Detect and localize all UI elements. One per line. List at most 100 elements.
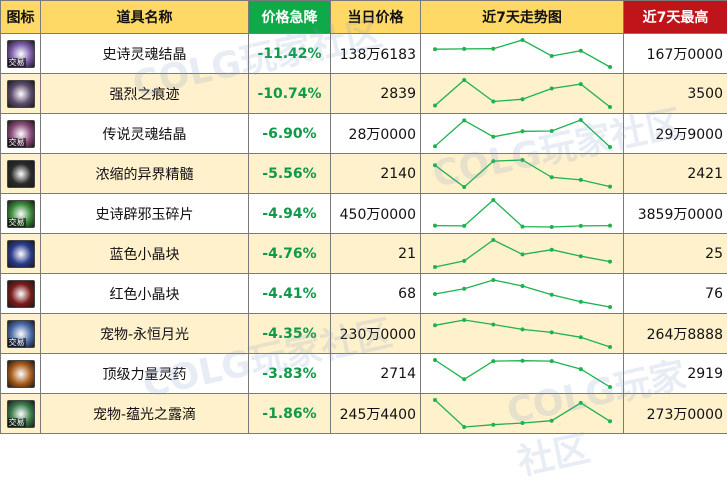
current-price: 68 bbox=[331, 274, 421, 314]
trend-point bbox=[462, 377, 466, 381]
trend-point bbox=[462, 224, 466, 228]
trend-point bbox=[550, 54, 554, 58]
trend-point bbox=[433, 224, 437, 228]
trend-point bbox=[521, 327, 525, 331]
trend-cell bbox=[421, 314, 624, 354]
trend-point bbox=[491, 323, 495, 327]
trend-cell bbox=[421, 274, 624, 314]
trend-point bbox=[491, 135, 495, 139]
trend-point bbox=[491, 423, 495, 427]
current-price: 21 bbox=[331, 234, 421, 274]
max-price: 3859万0000 bbox=[624, 194, 727, 234]
trend-point bbox=[608, 145, 612, 149]
trend-sparkline bbox=[421, 34, 624, 73]
trend-point bbox=[608, 260, 612, 264]
trend-point bbox=[608, 105, 612, 109]
max-price: 76 bbox=[624, 274, 727, 314]
trend-cell bbox=[421, 114, 624, 154]
icon-cell: 交易 bbox=[1, 394, 41, 434]
icon-cell bbox=[1, 154, 41, 194]
trend-line bbox=[435, 120, 610, 147]
price-drop: -6.90% bbox=[249, 114, 331, 154]
trend-point bbox=[579, 254, 583, 258]
trend-point bbox=[462, 185, 466, 189]
trend-sparkline bbox=[421, 154, 624, 193]
trend-point bbox=[491, 359, 495, 363]
soul-crystal-legendary-icon: 交易 bbox=[7, 120, 35, 148]
current-price: 230万0000 bbox=[331, 314, 421, 354]
price-drop: -4.41% bbox=[249, 274, 331, 314]
pet-dew-icon: 交易 bbox=[7, 400, 35, 428]
icon-cell bbox=[1, 234, 41, 274]
trend-point bbox=[579, 178, 583, 182]
icon-cell: 交易 bbox=[1, 194, 41, 234]
trend-point bbox=[608, 419, 612, 423]
trend-point bbox=[550, 419, 554, 423]
trend-line bbox=[435, 360, 610, 387]
max-price: 25 bbox=[624, 234, 727, 274]
current-price: 2714 bbox=[331, 354, 421, 394]
trend-point bbox=[462, 78, 466, 82]
trend-point bbox=[521, 38, 525, 42]
price-drop: -10.74% bbox=[249, 74, 331, 114]
trend-point bbox=[521, 421, 525, 425]
top-power-potion-icon bbox=[7, 360, 35, 388]
max-price: 167万0000 bbox=[624, 34, 727, 74]
pet-moonlight-icon: 交易 bbox=[7, 320, 35, 348]
price-drop: -4.35% bbox=[249, 314, 331, 354]
trend-point bbox=[491, 278, 495, 282]
trend-point bbox=[579, 49, 583, 53]
trend-sparkline bbox=[421, 274, 624, 313]
soul-crystal-epic-icon: 交易 bbox=[7, 40, 35, 68]
current-price: 450万0000 bbox=[331, 194, 421, 234]
trend-line bbox=[435, 80, 610, 107]
trend-cell bbox=[421, 74, 624, 114]
trend-cell bbox=[421, 234, 624, 274]
trend-point bbox=[550, 87, 554, 91]
price-drop: -5.56% bbox=[249, 154, 331, 194]
epic-jade-fragment-icon: 交易 bbox=[7, 200, 35, 228]
trend-sparkline bbox=[421, 74, 624, 113]
trend-point bbox=[608, 65, 612, 69]
max-price: 264万8888 bbox=[624, 314, 727, 354]
icon-cell bbox=[1, 354, 41, 394]
current-price: 245万4400 bbox=[331, 394, 421, 434]
trend-point bbox=[521, 359, 525, 363]
trend-point bbox=[550, 129, 554, 133]
trend-line bbox=[435, 200, 610, 227]
trend-point bbox=[433, 104, 437, 108]
trend-sparkline bbox=[421, 314, 624, 353]
trend-point bbox=[579, 300, 583, 304]
header-trend: 近7天走势图 bbox=[421, 1, 624, 34]
trend-point bbox=[579, 224, 583, 228]
price-drop: -3.83% bbox=[249, 354, 331, 394]
icon-cell bbox=[1, 274, 41, 314]
trend-point bbox=[491, 47, 495, 51]
trend-point bbox=[462, 47, 466, 51]
trend-point bbox=[521, 158, 525, 162]
trend-point bbox=[608, 385, 612, 389]
trend-point bbox=[579, 335, 583, 339]
trend-point bbox=[550, 330, 554, 334]
item-name: 浓缩的异界精髓 bbox=[41, 154, 249, 194]
trend-point bbox=[433, 398, 437, 402]
trend-cell bbox=[421, 354, 624, 394]
item-name: 蓝色小晶块 bbox=[41, 234, 249, 274]
trend-point bbox=[462, 425, 466, 429]
item-name: 史诗灵魂结晶 bbox=[41, 34, 249, 74]
trade-tag: 交易 bbox=[8, 138, 26, 147]
trend-point bbox=[433, 265, 437, 269]
trend-point bbox=[550, 225, 554, 229]
price-drop-table: 图标 道具名称 价格急降 当日价格 近7天走势图 近7天最高 交易史诗灵魂结晶-… bbox=[0, 0, 727, 434]
trend-point bbox=[462, 118, 466, 122]
header-drop: 价格急降 bbox=[249, 1, 331, 34]
trend-point bbox=[521, 252, 525, 256]
icon-cell: 交易 bbox=[1, 314, 41, 354]
trend-sparkline bbox=[421, 114, 624, 153]
